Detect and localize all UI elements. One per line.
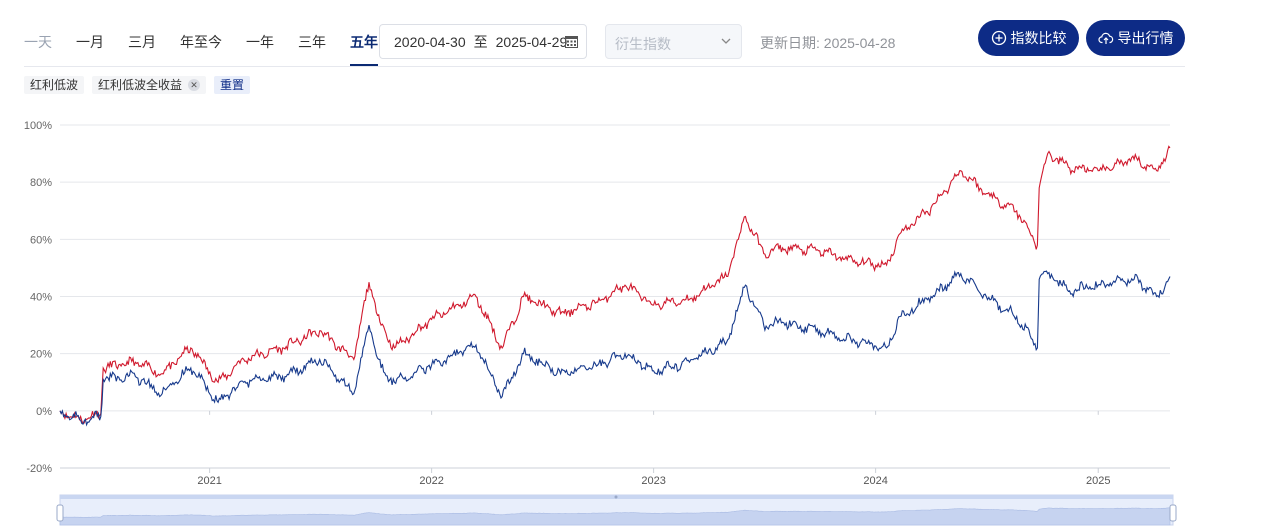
compare-index-label: 指数比较 <box>1010 30 1067 46</box>
end-date[interactable]: 2025-04-29 <box>495 33 568 50</box>
header-divider <box>24 66 1185 67</box>
chip-label: 红利低波全收益 <box>98 78 183 92</box>
x-tick-label: 2022 <box>419 475 443 487</box>
export-quotes-button[interactable]: 导出行情 <box>1086 20 1185 56</box>
date-range-picker[interactable]: 2020-04-30 至 2025-04-29 <box>379 24 587 59</box>
y-tick-label: 20% <box>30 349 52 361</box>
index-performance-chart[interactable]: 100% 80% 60% 40% 20% 0% -20% 2021 2022 2023 2024 20… <box>0 100 1280 528</box>
chip-label: 红利低波 <box>30 78 79 92</box>
tab-6[interactable]: 五年 <box>350 22 378 66</box>
reset-label: 重置 <box>220 78 245 92</box>
zoom-grip <box>614 495 618 499</box>
reset-button[interactable]: 重置 <box>214 76 251 94</box>
y-tick-label: 100% <box>24 120 52 132</box>
y-tick-label: 80% <box>30 177 52 189</box>
y-tick-label: 40% <box>30 292 52 304</box>
y-tick-label: -20% <box>26 463 52 475</box>
x-tick-label: 2024 <box>863 475 887 487</box>
x-tick-label: 2021 <box>197 475 221 487</box>
chevron-down-icon <box>721 38 731 44</box>
tab-0[interactable]: 一天 <box>24 34 52 50</box>
chip-dividend-low-vol-total-return[interactable]: 红利低波全收益 ✕ <box>92 76 207 94</box>
date-separator: 至 <box>473 33 488 50</box>
zoom-slider-preview <box>59 507 1171 526</box>
plus-circle-icon <box>991 30 1006 46</box>
tab-5[interactable]: 三年 <box>298 34 326 50</box>
series-total-return-line <box>59 145 1171 425</box>
y-tick-label: 0% <box>36 406 52 418</box>
update-date-label: 更新日期: 2025-04-28 <box>760 35 896 51</box>
compare-index-button[interactable]: 指数比较 <box>978 20 1079 56</box>
cloud-upload-icon <box>1097 32 1113 44</box>
export-quotes-label: 导出行情 <box>1117 30 1174 46</box>
chip-dividend-low-vol[interactable]: 红利低波 <box>24 76 85 94</box>
y-tick-label: 60% <box>30 234 52 246</box>
zoom-handle-left <box>56 504 64 522</box>
tab-4[interactable]: 一年 <box>246 34 274 50</box>
selected-index-chips: 红利低波 红利低波全收益 ✕ 重置 <box>24 76 258 94</box>
x-tick-label: 2025 <box>1086 475 1110 487</box>
zoom-handle-right <box>1169 504 1177 522</box>
series-price-line <box>59 270 1171 427</box>
tab-1[interactable]: 一月 <box>76 34 104 50</box>
start-date[interactable]: 2020-04-30 <box>394 33 466 50</box>
time-range-tabs: 一天 一月 三月 年至今 一年 三年 五年 <box>24 22 402 66</box>
x-tick-label: 2023 <box>641 475 665 487</box>
calendar-icon[interactable] <box>565 35 578 48</box>
close-icon[interactable]: ✕ <box>188 79 201 91</box>
tab-2[interactable]: 三月 <box>128 34 156 50</box>
derived-index-select[interactable]: 衍生指数 <box>605 24 742 59</box>
derived-index-placeholder: 衍生指数 <box>615 36 671 52</box>
tab-3[interactable]: 年至今 <box>180 34 222 50</box>
